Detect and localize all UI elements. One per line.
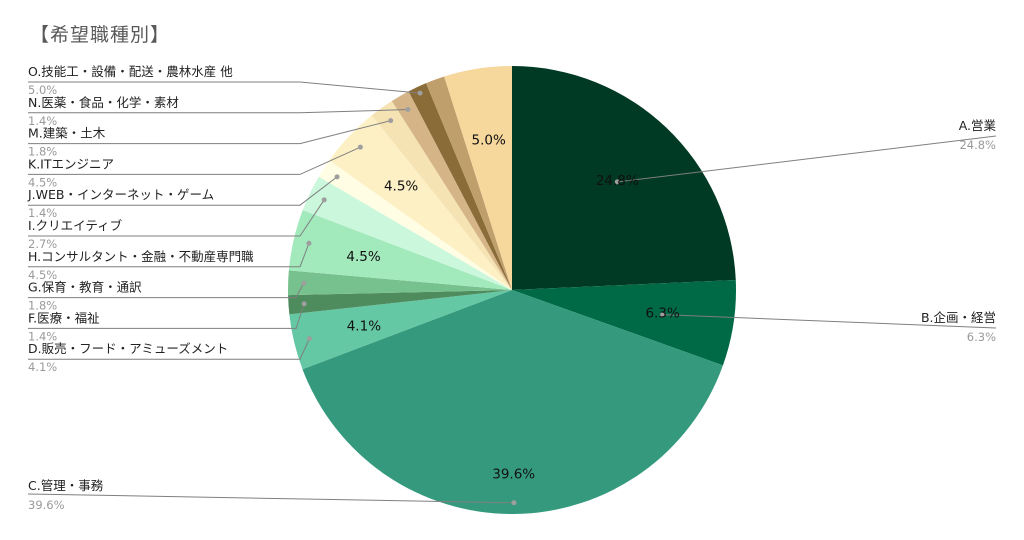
leader-dot bbox=[417, 90, 423, 96]
legend-percent: 1.4% bbox=[28, 206, 57, 220]
legend-label: M.建築・土木 bbox=[28, 126, 106, 141]
leader-dot bbox=[357, 144, 363, 150]
pie-slice-1 bbox=[512, 280, 736, 366]
pie-slice-7 bbox=[302, 176, 512, 290]
pie-slice-0 bbox=[512, 66, 736, 290]
legend-percent: 1.4% bbox=[28, 114, 57, 128]
legend-label: F.医療・福祉 bbox=[28, 310, 100, 325]
legend-label: C.管理・事務 bbox=[28, 478, 104, 493]
legend-percent: 1.4% bbox=[28, 329, 57, 343]
legend-label: I.クリエイティブ bbox=[28, 218, 123, 233]
leader-line bbox=[28, 243, 310, 268]
legend-label: O.技能工・設備・配送・農林水産 他 bbox=[28, 64, 233, 79]
slice-value-label: 4.5% bbox=[346, 249, 380, 265]
legend-percent: 5.0% bbox=[28, 83, 57, 97]
leader-line bbox=[617, 135, 997, 183]
leader-dot bbox=[388, 118, 394, 124]
leader-line bbox=[27, 493, 514, 504]
legend-percent: 2.7% bbox=[28, 237, 57, 251]
legend-percent: 4.5% bbox=[28, 268, 57, 282]
slice-value-label: 5.0% bbox=[472, 132, 506, 148]
slice-value-label: 4.1% bbox=[347, 319, 381, 335]
legend-percent: 4.5% bbox=[28, 175, 57, 189]
leader-dot bbox=[511, 500, 517, 506]
pie-slice-5 bbox=[288, 270, 512, 296]
slice-value-label: 24.8% bbox=[596, 173, 639, 189]
leader-line bbox=[28, 176, 338, 206]
pie-slice-4 bbox=[288, 290, 512, 315]
slice-value-label: 4.5% bbox=[384, 179, 418, 195]
legend-label: N.医薬・食品・化学・素材 bbox=[28, 95, 179, 110]
legend-percent: 1.8% bbox=[28, 299, 57, 313]
pie-slice-6 bbox=[288, 210, 512, 290]
legend-percent: 4.1% bbox=[28, 360, 57, 374]
leader-dot bbox=[660, 312, 666, 318]
leader-dot bbox=[301, 301, 307, 307]
leader-line bbox=[28, 199, 325, 237]
legend-percent: 6.3% bbox=[967, 330, 996, 344]
pie-slice-extra2 bbox=[444, 66, 512, 290]
legend-percent: 39.6% bbox=[28, 498, 65, 512]
legend-label: A.営業 bbox=[959, 118, 997, 133]
legend-label: H.コンサルタント・金融・不動産専門職 bbox=[28, 249, 254, 264]
pie-slice-3 bbox=[289, 290, 512, 370]
legend-label: K.ITエンジニア bbox=[28, 156, 114, 171]
leader-dot bbox=[306, 240, 312, 246]
legend-label: D.販売・フード・アミューズメント bbox=[28, 341, 228, 356]
chart-title: 【希望職種別】 bbox=[30, 24, 171, 46]
pie-slice-extra1 bbox=[426, 76, 512, 291]
leader-dot bbox=[306, 336, 312, 342]
legend-label: B.企画・経営 bbox=[921, 310, 996, 325]
leader-dot bbox=[334, 174, 340, 180]
pie-slice-9 bbox=[329, 115, 512, 290]
leader-line bbox=[28, 81, 421, 94]
leader-line bbox=[28, 146, 361, 175]
leader-line bbox=[28, 283, 305, 299]
slice-value-label: 6.3% bbox=[645, 306, 679, 322]
leader-dot bbox=[405, 107, 411, 113]
pie-slice-2 bbox=[302, 290, 723, 514]
leader-dot bbox=[614, 179, 620, 185]
pie-slice-11 bbox=[391, 91, 512, 290]
pie-slice-10 bbox=[371, 100, 512, 290]
leader-line bbox=[28, 303, 305, 329]
slice-value-label: 39.6% bbox=[492, 467, 535, 483]
legend-label: J.WEB・インターネット・ゲーム bbox=[27, 187, 214, 202]
legend-percent: 1.8% bbox=[28, 145, 57, 159]
leader-dot bbox=[301, 280, 307, 286]
leader-line bbox=[28, 109, 408, 114]
leader-dot bbox=[321, 197, 327, 203]
pie-slice-8 bbox=[318, 160, 512, 290]
legend-percent: 24.8% bbox=[959, 138, 996, 152]
leader-line bbox=[28, 120, 391, 145]
legend-label: G.保育・教育・通訳 bbox=[28, 280, 142, 295]
pie-slice-12 bbox=[408, 83, 512, 291]
leader-line bbox=[662, 314, 997, 329]
leader-line bbox=[28, 338, 310, 360]
